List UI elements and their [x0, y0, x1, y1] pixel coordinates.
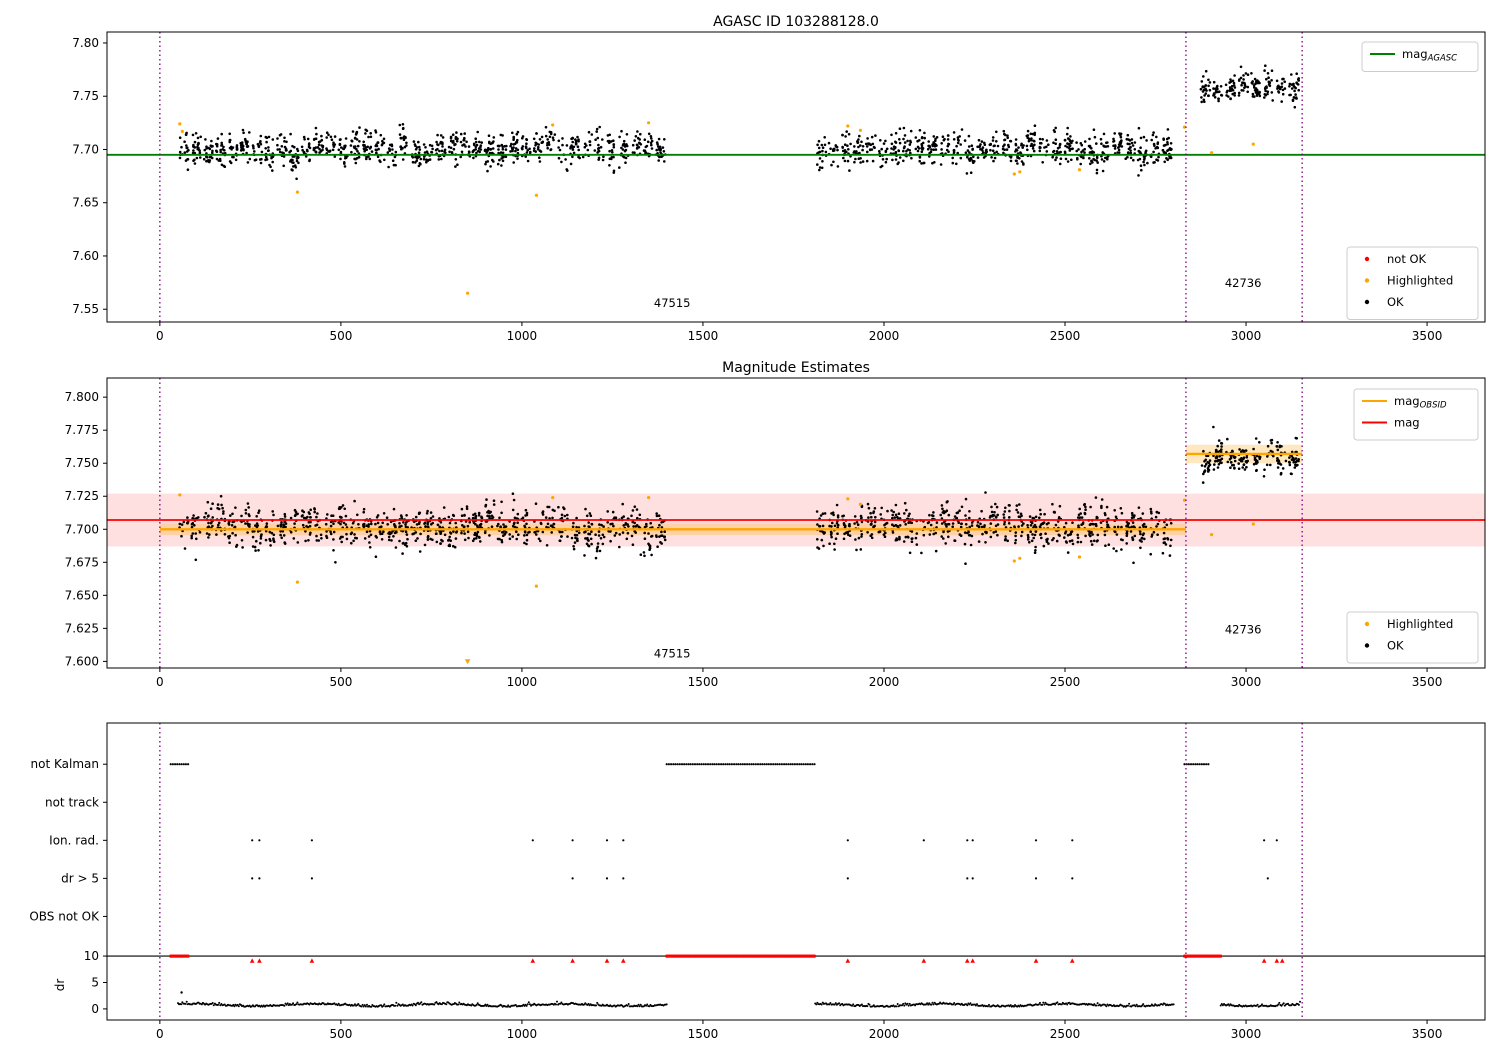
- svg-text:3000: 3000: [1231, 329, 1262, 343]
- legend-marker-sample: [1364, 643, 1370, 648]
- svg-text:7.800: 7.800: [65, 390, 99, 404]
- marker-legend: not OK Highlighted OK: [1346, 246, 1479, 320]
- svg-text:3500: 3500: [1412, 329, 1443, 343]
- legend-label: Highlighted: [1387, 617, 1453, 631]
- magnitude-plot-title: Magnitude Estimates: [722, 360, 870, 376]
- reference-lines: [107, 452, 1485, 531]
- svg-text:3500: 3500: [1412, 1027, 1443, 1041]
- highlighted-points: [178, 493, 1255, 665]
- x-tick-labels: 0 500 1000 1500 2000 2500 3000 3500: [156, 322, 1442, 343]
- dr-axis-label: dr: [53, 979, 67, 992]
- y-tick-labels: 7.600 7.625 7.650 7.675 7.700 7.725 7.750 7.775…: [65, 390, 107, 668]
- magnitude-estimates-plot: 0 500 1000 1500 2000 2500 3000 35007.6007.6257.…: [65, 377, 1486, 689]
- legend-marker-sample: [1364, 256, 1370, 262]
- ok-points: [178, 64, 1300, 181]
- svg-text:2500: 2500: [1050, 675, 1081, 689]
- legend-marker-sample: [1364, 621, 1370, 627]
- axes-spine: [106, 31, 1486, 323]
- svg-text:7.60: 7.60: [72, 249, 99, 263]
- ok-points: [178, 425, 1300, 565]
- flag-points: [169, 763, 1278, 880]
- legend-label: OK: [1387, 639, 1404, 653]
- highlighted-points: [178, 121, 1255, 295]
- svg-text:10: 10: [84, 949, 99, 963]
- svg-text:2500: 2500: [1050, 1027, 1081, 1041]
- obsid-annotation: 42736: [1225, 276, 1262, 290]
- legend-label: mag: [1394, 416, 1420, 430]
- axes-spine: [106, 722, 1486, 1021]
- svg-text:dr > 5: dr > 5: [61, 871, 99, 885]
- svg-text:7.750: 7.750: [65, 456, 99, 470]
- legend-label: magOBSID: [1394, 394, 1447, 411]
- svg-text:2000: 2000: [869, 675, 900, 689]
- svg-text:7.775: 7.775: [65, 423, 99, 437]
- legend-label: Highlighted: [1387, 274, 1453, 288]
- svg-text:5: 5: [91, 975, 99, 989]
- svg-text:1000: 1000: [507, 1027, 538, 1041]
- svg-text:OBS not OK: OBS not OK: [29, 909, 100, 923]
- obsid-boundary-lines: [159, 723, 1303, 1020]
- svg-text:7.650: 7.650: [65, 588, 99, 602]
- x-tick-labels: 0 500 1000 1500 2000 2500 3000 3500: [156, 1020, 1442, 1041]
- svg-text:0: 0: [156, 675, 164, 689]
- svg-text:1000: 1000: [507, 675, 538, 689]
- x-tick-labels: 0 500 1000 1500 2000 2500 3000 3500: [156, 668, 1442, 689]
- svg-text:0: 0: [91, 1002, 99, 1016]
- legend-label: OK: [1387, 295, 1404, 309]
- svg-text:7.700: 7.700: [65, 522, 99, 536]
- svg-text:3500: 3500: [1412, 675, 1443, 689]
- legend-marker-sample: [1364, 299, 1370, 305]
- agasc-plot: 0 500 1000 1500 2000 2500 3000 3500 7.55 7.60 7.65…: [72, 31, 1486, 343]
- obsid-annotation: 47515: [654, 296, 691, 310]
- svg-text:not Kalman: not Kalman: [31, 757, 99, 771]
- svg-text:Ion. rad.: Ion. rad.: [49, 833, 99, 847]
- obsid-boundary-lines: [159, 378, 1303, 668]
- obsid-boundary-lines: [159, 32, 1303, 322]
- line-legend: magOBSID mag: [1353, 388, 1479, 441]
- legend-label: not OK: [1387, 252, 1427, 266]
- svg-text:not track: not track: [45, 795, 99, 809]
- svg-text:7.55: 7.55: [72, 302, 99, 316]
- svg-text:7.625: 7.625: [65, 621, 99, 635]
- axes-spine: [106, 377, 1486, 669]
- svg-text:500: 500: [329, 1027, 352, 1041]
- svg-text:1500: 1500: [688, 1027, 719, 1041]
- dr-trace-points: [177, 991, 1301, 1008]
- dr-clipped-points: [169, 954, 1285, 963]
- svg-text:500: 500: [329, 329, 352, 343]
- svg-text:7.600: 7.600: [65, 654, 99, 668]
- svg-text:2500: 2500: [1050, 329, 1081, 343]
- svg-text:7.65: 7.65: [72, 196, 99, 210]
- svg-text:1500: 1500: [688, 675, 719, 689]
- legend-marker-sample: [1364, 278, 1370, 283]
- svg-text:7.70: 7.70: [72, 142, 99, 156]
- line-legend: magAGASC: [1361, 41, 1479, 72]
- obsid-annotation: 42736: [1225, 623, 1262, 637]
- svg-text:0: 0: [156, 1027, 164, 1041]
- agasc-plot-title: AGASC ID 103288128.0: [713, 14, 879, 30]
- legend-label: magAGASC: [1402, 47, 1457, 64]
- y-tick-labels: not Kalman not track Ion. rad. dr > 5 OBS no…: [29, 757, 107, 1016]
- obsid-annotation: 47515: [654, 646, 691, 660]
- marker-legend: Highlighted OK: [1346, 611, 1479, 664]
- svg-text:500: 500: [329, 675, 352, 689]
- svg-text:7.725: 7.725: [65, 489, 99, 503]
- svg-text:1000: 1000: [507, 329, 538, 343]
- y-tick-labels: 7.55 7.60 7.65 7.70 7.75 7.80: [72, 36, 107, 316]
- svg-text:1500: 1500: [688, 329, 719, 343]
- svg-text:0: 0: [156, 329, 164, 343]
- svg-text:3000: 3000: [1231, 1027, 1262, 1041]
- svg-text:7.80: 7.80: [72, 36, 99, 50]
- svg-text:2000: 2000: [869, 1027, 900, 1041]
- svg-text:3000: 3000: [1231, 675, 1262, 689]
- svg-text:7.75: 7.75: [72, 89, 99, 103]
- svg-text:2000: 2000: [869, 329, 900, 343]
- svg-text:7.675: 7.675: [65, 555, 99, 569]
